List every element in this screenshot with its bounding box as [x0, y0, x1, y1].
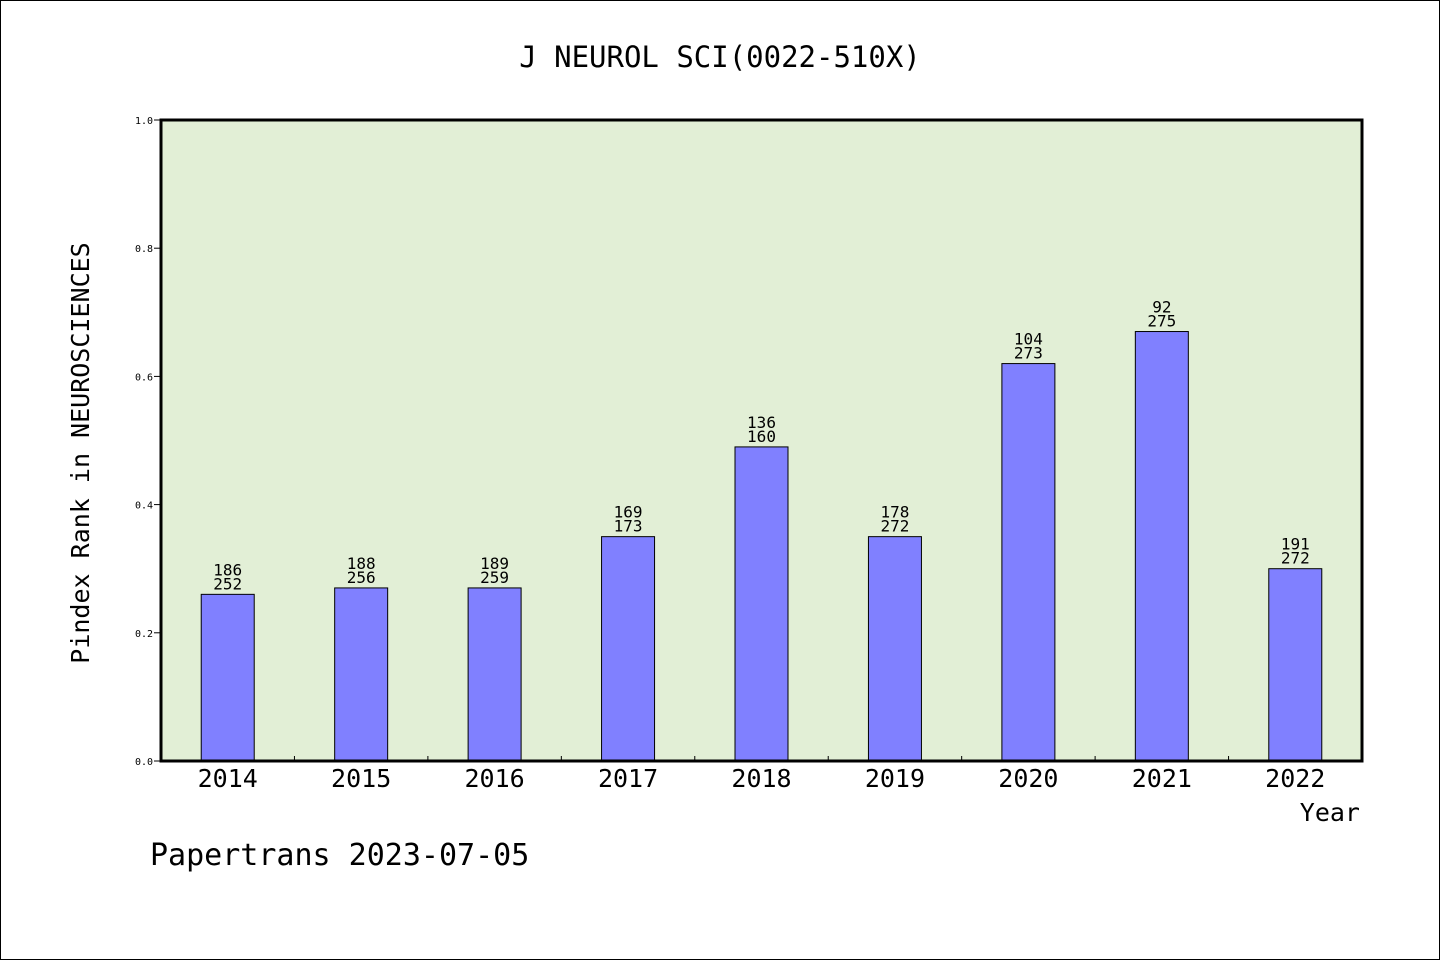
y-tick-label: 0.8: [135, 244, 153, 255]
y-tick-label: 0.6: [135, 372, 153, 383]
y-tick-label: 0.4: [135, 501, 153, 512]
x-tick-label: 2018: [731, 764, 791, 793]
bar-labels-group: 1862521882561892591691731361601782721042…: [213, 298, 1309, 594]
y-axis-ticks: 0.0 0.2 0.4 0.6 0.8 1.0: [135, 116, 161, 768]
x-tick-label: 2022: [1265, 764, 1325, 793]
x-axis-label: Year: [1300, 798, 1360, 827]
y-tick-label: 1.0: [135, 116, 153, 127]
bar-total-label: 273: [1014, 344, 1043, 363]
x-tick-label: 2020: [998, 764, 1058, 793]
bar-2014: [200, 593, 255, 762]
footer-text: Papertrans 2023-07-05: [150, 838, 529, 873]
bar-total-label: 256: [347, 568, 376, 587]
bar-rank-label: 92: [1152, 298, 1171, 317]
y-tick-label: 0.0: [135, 757, 153, 768]
bar-2021: [1134, 331, 1189, 762]
x-tick-label: 2016: [465, 764, 525, 793]
bar-total-label: 173: [614, 517, 643, 536]
x-tick-label: 2015: [331, 764, 391, 793]
bar-2019: [867, 536, 922, 762]
bar-2015: [334, 587, 389, 762]
bar-2020: [1001, 363, 1056, 762]
bar-total-label: 160: [747, 427, 776, 446]
bar-2018: [734, 446, 789, 762]
bar-total-label: 272: [1281, 549, 1310, 568]
bar-rank-label: 178: [880, 503, 909, 522]
bar-2017: [601, 536, 656, 762]
x-tick-label: 2017: [598, 764, 658, 793]
bar-total-label: 259: [480, 568, 509, 587]
bar-total-label: 252: [213, 574, 242, 593]
x-axis-ticks: 2014 2015 2016 2017 2018 2019 2020 2021 2022: [198, 756, 1325, 793]
bar-rank-label: 191: [1281, 535, 1310, 554]
bar-rank-label: 189: [480, 554, 509, 573]
plot-border: [159, 118, 1364, 763]
bar-rank-label: 186: [213, 560, 242, 579]
x-tick-label: 2014: [198, 764, 258, 793]
y-tick-label: 0.2: [135, 629, 153, 640]
x-tick-label: 2021: [1132, 764, 1192, 793]
bar-rank-label: 169: [614, 503, 643, 522]
y-axis-label: Pindex Rank in NEUROSCIENCES: [66, 242, 95, 663]
x-tick-label: 2019: [865, 764, 925, 793]
bar-rank-label: 188: [347, 554, 376, 573]
bar-total-label: 272: [880, 517, 909, 536]
bar-rank-label: 104: [1014, 330, 1043, 349]
bar-rank-label: 136: [747, 413, 776, 432]
bar-2022: [1268, 568, 1323, 762]
bars-group: [200, 331, 1323, 762]
bar-2016: [467, 587, 522, 762]
chart-title: J NEUROL SCI(0022-510X): [519, 40, 921, 74]
bar-total-label: 275: [1147, 312, 1176, 331]
